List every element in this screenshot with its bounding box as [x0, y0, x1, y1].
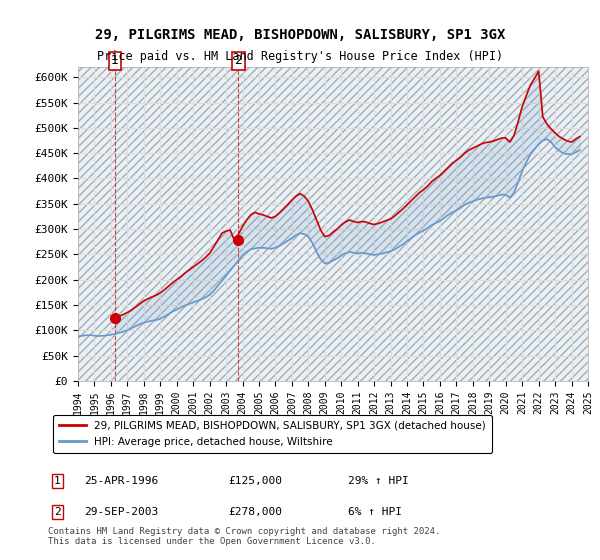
Text: Price paid vs. HM Land Registry's House Price Index (HPI): Price paid vs. HM Land Registry's House … — [97, 50, 503, 63]
Legend: 29, PILGRIMS MEAD, BISHOPDOWN, SALISBURY, SP1 3GX (detached house), HPI: Average: 29, PILGRIMS MEAD, BISHOPDOWN, SALISBURY… — [53, 414, 492, 454]
Text: 25-APR-1996: 25-APR-1996 — [84, 476, 158, 486]
Text: 2: 2 — [54, 507, 61, 517]
Text: 29-SEP-2003: 29-SEP-2003 — [84, 507, 158, 517]
Text: 2: 2 — [235, 54, 242, 67]
Text: 1: 1 — [111, 54, 119, 67]
Text: 29% ↑ HPI: 29% ↑ HPI — [348, 476, 409, 486]
Text: £278,000: £278,000 — [228, 507, 282, 517]
Text: 29, PILGRIMS MEAD, BISHOPDOWN, SALISBURY, SP1 3GX: 29, PILGRIMS MEAD, BISHOPDOWN, SALISBURY… — [95, 28, 505, 42]
Text: £125,000: £125,000 — [228, 476, 282, 486]
Text: 6% ↑ HPI: 6% ↑ HPI — [348, 507, 402, 517]
Text: 1: 1 — [54, 476, 61, 486]
Text: Contains HM Land Registry data © Crown copyright and database right 2024.
This d: Contains HM Land Registry data © Crown c… — [48, 526, 440, 546]
